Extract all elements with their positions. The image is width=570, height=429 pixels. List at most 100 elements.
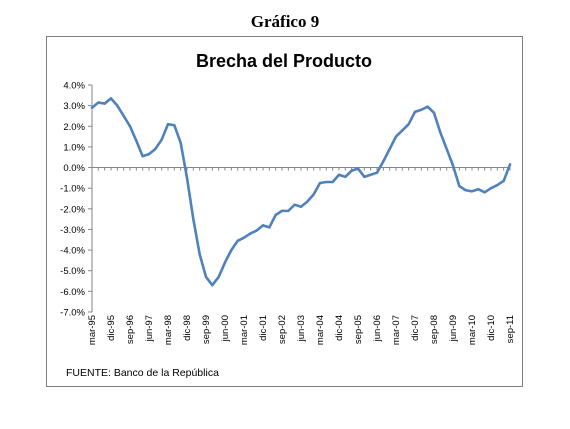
data-point bbox=[179, 141, 182, 144]
data-point bbox=[426, 105, 429, 108]
x-tick-label: mar-07 bbox=[391, 315, 402, 345]
data-point bbox=[160, 138, 163, 141]
x-axis-ticks: mar-95 dic-95 sep-96 jun-97 mar-98 dic-98 sep-… bbox=[87, 167, 516, 345]
y-tick-label: 0.0% bbox=[63, 163, 85, 174]
x-tick-label: dic-95 bbox=[106, 315, 117, 341]
data-point bbox=[280, 209, 284, 213]
x-tick-label: mar-98 bbox=[163, 315, 174, 345]
x-tick-label: dic-07 bbox=[410, 315, 421, 341]
data-point bbox=[458, 184, 461, 188]
data-point bbox=[109, 97, 113, 100]
data-point bbox=[141, 154, 144, 158]
y-tick-label: -2.0% bbox=[60, 204, 85, 215]
y-tick-label: -1.0% bbox=[60, 184, 85, 195]
y-tick-label: -5.0% bbox=[60, 266, 85, 277]
x-tick-label: jun-00 bbox=[220, 315, 231, 342]
data-point bbox=[242, 236, 246, 239]
chart-title: Brecha del Producto bbox=[196, 51, 372, 71]
x-tick-label: sep-02 bbox=[277, 315, 288, 344]
data-point bbox=[128, 125, 132, 128]
series-line bbox=[90, 97, 512, 287]
x-tick-label: mar-95 bbox=[87, 315, 98, 345]
data-point bbox=[211, 283, 214, 287]
data-point bbox=[274, 213, 277, 217]
data-point bbox=[217, 275, 220, 279]
data-point bbox=[502, 179, 505, 183]
chart-frame: Brecha del Producto 4.0% 3.0% 2.0% 1.0% 0.0%… bbox=[46, 36, 523, 387]
y-tick-label: 2.0% bbox=[63, 122, 85, 133]
data-point bbox=[369, 173, 372, 176]
x-tick-label: sep-08 bbox=[429, 315, 440, 344]
data-point bbox=[255, 229, 258, 232]
x-tick-label: sep-99 bbox=[201, 315, 212, 344]
data-point bbox=[401, 129, 404, 132]
data-point bbox=[470, 190, 474, 193]
data-point bbox=[375, 171, 379, 174]
data-point bbox=[236, 239, 239, 243]
x-tick-label: sep-96 bbox=[125, 315, 136, 344]
data-point bbox=[413, 110, 417, 114]
data-point bbox=[173, 124, 176, 127]
data-point bbox=[306, 200, 309, 203]
x-tick-label: sep-05 bbox=[353, 315, 364, 344]
data-point bbox=[508, 163, 512, 166]
figure-label: Gráfico 9 bbox=[250, 12, 320, 31]
data-point bbox=[299, 205, 303, 208]
x-tick-label: mar-04 bbox=[315, 315, 326, 345]
x-tick-label: dic-04 bbox=[334, 315, 345, 341]
data-point bbox=[318, 181, 322, 185]
data-point bbox=[382, 160, 385, 163]
data-point bbox=[204, 275, 208, 279]
x-tick-label: jun-03 bbox=[296, 315, 307, 342]
x-tick-label: dic-98 bbox=[182, 315, 193, 341]
data-point bbox=[394, 135, 398, 138]
data-point bbox=[496, 183, 499, 187]
data-point bbox=[103, 102, 106, 105]
data-point bbox=[344, 175, 347, 179]
data-point bbox=[388, 147, 391, 151]
x-tick-label: dic-01 bbox=[258, 315, 269, 341]
x-tick-label: dic-10 bbox=[486, 315, 497, 341]
data-point bbox=[166, 123, 170, 126]
data-point bbox=[192, 217, 195, 221]
data-point bbox=[464, 189, 467, 192]
x-tick-label: sep-11 bbox=[505, 315, 516, 343]
data-point bbox=[198, 253, 201, 256]
y-tick-label: -3.0% bbox=[60, 225, 85, 236]
data-point bbox=[337, 173, 341, 176]
x-tick-label: jun-06 bbox=[372, 315, 383, 342]
data-point bbox=[439, 131, 442, 134]
data-point bbox=[363, 175, 366, 179]
data-point bbox=[154, 147, 157, 151]
data-point bbox=[268, 226, 271, 229]
x-tick-label: mar-10 bbox=[467, 315, 478, 345]
data-point bbox=[223, 261, 227, 264]
x-tick-label: mar-01 bbox=[239, 315, 250, 345]
chart-svg: Brecha del Producto 4.0% 3.0% 2.0% 1.0% 0.0%… bbox=[60, 51, 516, 345]
data-point bbox=[407, 123, 410, 126]
data-point bbox=[116, 104, 119, 107]
data-point bbox=[445, 147, 448, 151]
data-point bbox=[420, 108, 423, 111]
data-point bbox=[287, 209, 290, 213]
data-point bbox=[90, 106, 94, 109]
data-point bbox=[249, 232, 252, 235]
y-axis-ticks: 4.0% 3.0% 2.0% 1.0% 0.0% -1.0% -2.0% -3.0% -4.0%… bbox=[60, 81, 92, 319]
data-point bbox=[325, 180, 328, 184]
y-tick-label: -4.0% bbox=[60, 246, 85, 257]
data-point bbox=[97, 101, 100, 104]
data-point bbox=[122, 114, 125, 118]
data-point bbox=[230, 248, 233, 252]
data-point bbox=[451, 164, 455, 167]
data-point bbox=[312, 193, 315, 196]
data-point bbox=[293, 203, 296, 206]
y-tick-label: -7.0% bbox=[60, 308, 85, 319]
data-point bbox=[432, 111, 436, 115]
y-tick-label: 4.0% bbox=[63, 81, 85, 92]
data-point bbox=[331, 180, 334, 184]
y-tick-label: 3.0% bbox=[63, 101, 85, 112]
data-point bbox=[489, 186, 493, 190]
source-note: FUENTE: Banco de la República bbox=[66, 367, 219, 379]
data-point bbox=[356, 167, 360, 170]
x-tick-label: jun-09 bbox=[448, 315, 459, 342]
